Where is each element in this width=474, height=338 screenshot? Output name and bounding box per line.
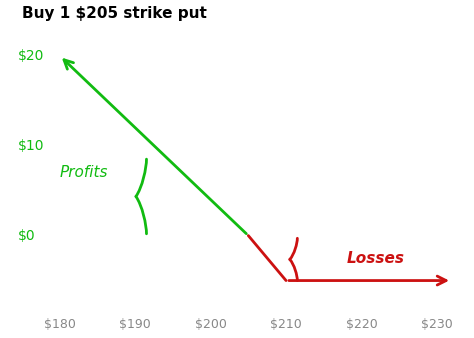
Text: Profits: Profits xyxy=(60,165,108,180)
Text: $200: $200 xyxy=(195,318,227,331)
Text: $0: $0 xyxy=(18,228,36,243)
Text: $210: $210 xyxy=(270,318,302,331)
Text: $10: $10 xyxy=(18,139,45,153)
Text: $20: $20 xyxy=(18,49,45,63)
Text: $180: $180 xyxy=(44,318,76,331)
Text: $230: $230 xyxy=(421,318,453,331)
Text: $190: $190 xyxy=(119,318,151,331)
Text: $220: $220 xyxy=(346,318,377,331)
Text: Buy 1 $205 strike put: Buy 1 $205 strike put xyxy=(22,6,207,21)
Text: Losses: Losses xyxy=(346,250,404,266)
